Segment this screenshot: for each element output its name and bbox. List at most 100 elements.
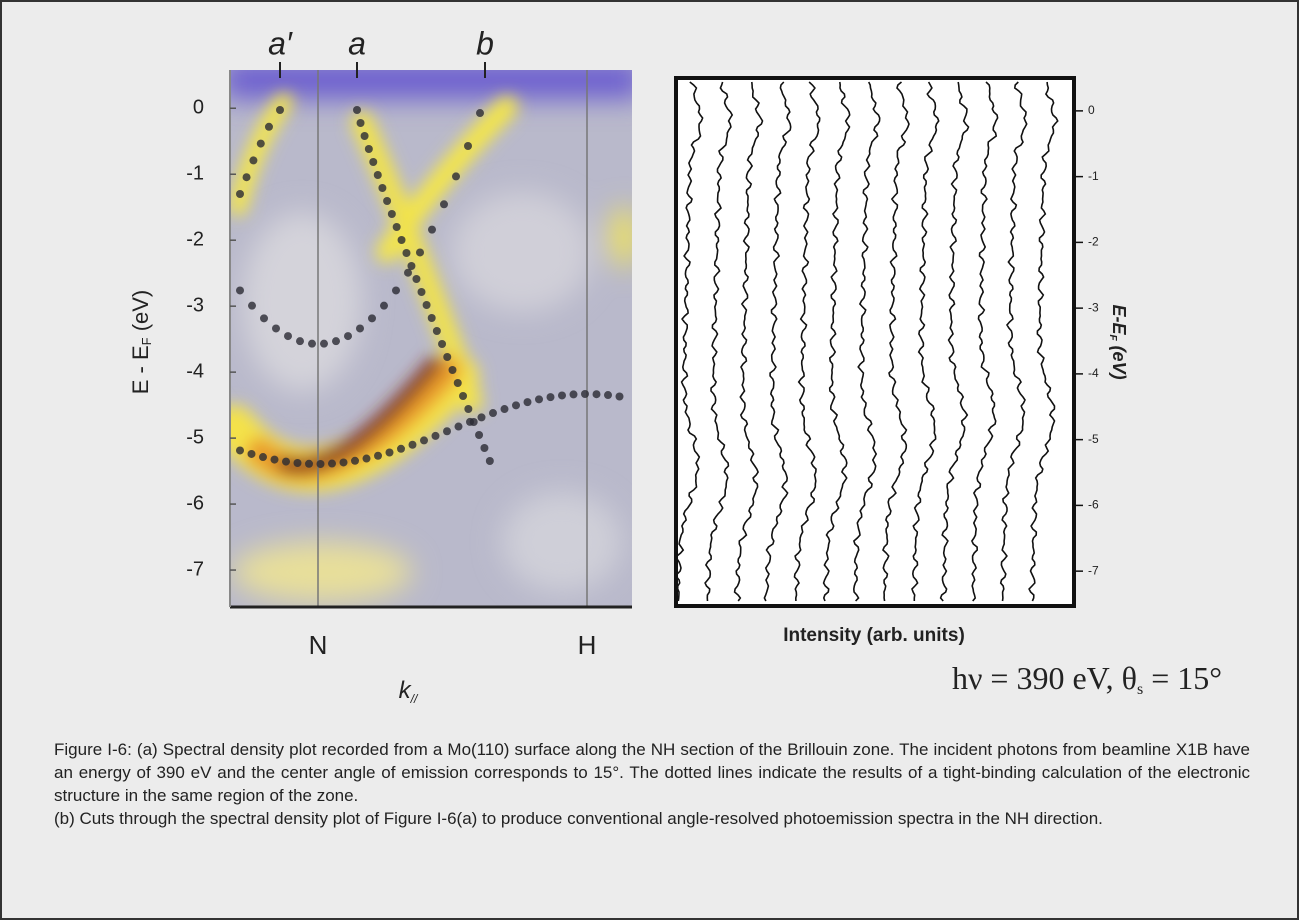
y-tick-label: 0 — [1088, 103, 1095, 117]
y-tick-label: -1 — [1088, 169, 1099, 183]
band-dot — [432, 327, 441, 335]
caption-paragraph: Figure I-6: (a) Spectral density plot re… — [54, 740, 1250, 805]
y-tick-label: -6 — [186, 492, 204, 514]
y-tick-label: -7 — [1088, 563, 1099, 577]
band-dot — [276, 106, 284, 114]
band-dot — [264, 122, 273, 131]
band-dot — [438, 340, 447, 348]
band-dot — [385, 448, 394, 457]
band-dot — [344, 332, 352, 341]
band-dot — [477, 413, 486, 422]
band-dot — [296, 337, 304, 346]
band-dot — [454, 422, 463, 431]
band-dot — [535, 395, 543, 404]
band-dot — [604, 391, 612, 400]
band-dot — [392, 223, 401, 231]
band-dot — [387, 210, 396, 218]
band-dot — [293, 459, 302, 468]
spectrum-curve — [704, 81, 734, 602]
band-dot — [476, 109, 484, 118]
band-dot — [284, 332, 292, 341]
y-tick-label: -3 — [186, 294, 204, 316]
band-dot — [328, 459, 336, 468]
band-dot — [351, 456, 359, 465]
band-dot — [466, 417, 474, 426]
band-dot — [249, 156, 258, 165]
label-part: = 15° — [1143, 660, 1222, 696]
y-tick-label: -5 — [186, 426, 204, 448]
band-dot — [364, 145, 373, 153]
band-dot — [247, 449, 256, 458]
caption-paragraph: (b) Cuts through the spectral density pl… — [54, 809, 1103, 828]
band-dot — [452, 172, 460, 181]
band-dot — [362, 454, 371, 463]
band-dot — [316, 459, 325, 468]
spectrum-curve — [1028, 81, 1059, 602]
band-dot — [392, 286, 400, 295]
band-dot — [615, 392, 624, 401]
band-dot — [356, 119, 365, 127]
band-dot — [453, 379, 462, 387]
y-tick-label: -4 — [1088, 366, 1099, 380]
spectrum-curve — [970, 81, 999, 602]
conditions: hν = 390 eV, θs = 15° — [952, 660, 1222, 697]
band-dot — [428, 225, 436, 234]
label-part: E - E — [128, 345, 153, 394]
spectrum-curve — [763, 81, 792, 602]
band-dot — [408, 440, 417, 449]
band-dot — [427, 314, 436, 322]
spectrum-curve — [793, 81, 821, 602]
label-part: E-E — [1109, 304, 1129, 335]
band-dot — [368, 314, 376, 323]
spectrum-curve — [852, 81, 881, 602]
label-part: (eV) — [128, 290, 153, 338]
x-axis-label: Intensity (arb. units) — [783, 625, 965, 646]
band-dot — [592, 390, 601, 399]
spectrum-curve — [822, 81, 851, 602]
band-dot — [383, 197, 392, 205]
band-dot — [259, 453, 267, 462]
band-label: b — [476, 25, 494, 61]
band-dot — [558, 391, 566, 400]
band-dot — [248, 301, 256, 310]
band-dot — [422, 301, 431, 309]
x-tick-label: H — [578, 630, 597, 660]
band-dot — [420, 436, 428, 445]
band-dot — [256, 139, 265, 148]
band-dot — [270, 455, 279, 464]
band-dot — [369, 158, 378, 166]
y-axis-label: E-EF (eV) — [1107, 304, 1129, 379]
band-dot — [546, 393, 555, 402]
calculated-bands — [236, 106, 624, 468]
band-label: a — [348, 25, 366, 61]
y-tick-label: -3 — [1088, 300, 1099, 314]
y-tick-label: -1 — [186, 163, 204, 185]
band-dot — [397, 236, 406, 244]
band-dot — [431, 431, 440, 440]
band-dot — [489, 409, 497, 418]
spectrum-curve — [939, 81, 970, 602]
band-label: a′ — [268, 25, 293, 61]
spectrum-curve — [733, 81, 764, 602]
spectrum-curve — [999, 81, 1028, 602]
band-dot — [417, 288, 426, 296]
spectra-frame — [674, 76, 1076, 608]
band-dot — [339, 458, 348, 467]
band-dot — [464, 405, 473, 413]
band-dot — [282, 457, 290, 466]
band-dot — [374, 451, 382, 460]
spectral-density-image — [230, 70, 632, 607]
spectra — [675, 81, 1059, 602]
y-tick-label: -6 — [1088, 498, 1099, 512]
band-dot — [443, 353, 452, 361]
band-dot — [443, 427, 451, 436]
y-tick-label: -2 — [186, 228, 204, 250]
band-dot — [448, 366, 457, 374]
band-dot — [397, 444, 405, 453]
band-dot — [320, 339, 328, 348]
band-dot — [272, 324, 280, 333]
band-dot — [332, 337, 340, 346]
band-dot — [402, 249, 411, 257]
band-dot — [581, 390, 589, 399]
spectrum-curve — [675, 81, 704, 602]
